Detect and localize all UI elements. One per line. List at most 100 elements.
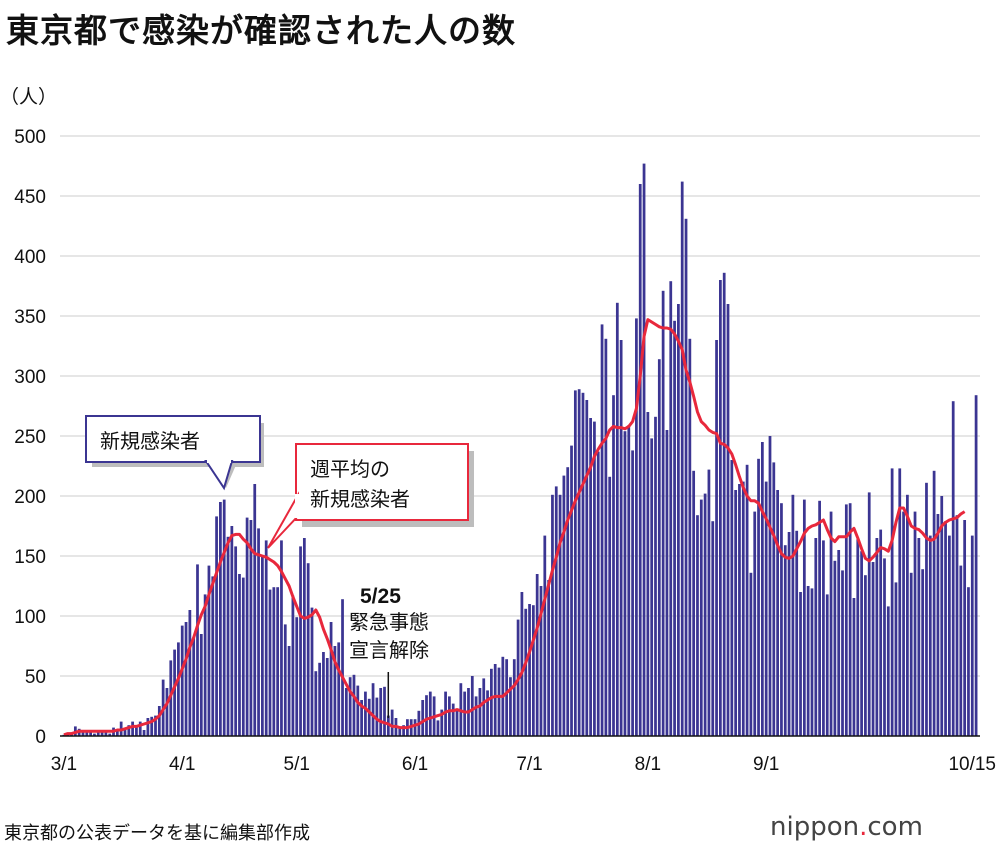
x-tick-labels: 3/1 4/1 5/1 6/1 7/1 8/1 9/1 10/15	[51, 754, 996, 775]
bar	[631, 450, 634, 736]
bar	[699, 499, 703, 736]
bar	[661, 290, 665, 736]
bar	[722, 272, 726, 736]
bar	[955, 515, 959, 736]
bar	[558, 494, 562, 736]
bar	[115, 730, 119, 736]
bar	[360, 700, 363, 736]
bar	[551, 494, 554, 736]
nippon-logo[interactable]: nippon.com	[770, 812, 923, 842]
bar	[524, 608, 528, 736]
bar	[974, 395, 978, 736]
bar	[799, 592, 802, 736]
bar	[100, 732, 104, 736]
x-tick-label: 9/1	[753, 754, 779, 775]
bar	[577, 389, 581, 736]
bar	[241, 577, 245, 736]
bar	[96, 732, 100, 736]
x-tick-label: 5/1	[284, 754, 310, 775]
bar	[470, 676, 474, 736]
bar	[925, 482, 928, 736]
bar	[398, 726, 402, 736]
gridlines	[60, 135, 980, 677]
bar	[364, 691, 367, 736]
bar	[852, 598, 856, 736]
bar	[673, 320, 676, 736]
bar	[135, 726, 138, 736]
bar	[612, 395, 615, 736]
bar	[791, 494, 795, 736]
bar	[154, 715, 157, 736]
bar	[566, 467, 570, 736]
bar	[654, 416, 657, 736]
bar	[512, 659, 516, 736]
bar	[528, 604, 531, 736]
bar	[554, 486, 558, 736]
bar	[390, 709, 394, 736]
bar	[932, 470, 936, 736]
bar	[226, 536, 230, 736]
bar	[539, 586, 543, 736]
bar	[436, 720, 440, 736]
bar	[669, 281, 673, 736]
bar	[959, 565, 963, 736]
bar	[344, 688, 348, 736]
bar	[814, 538, 818, 736]
x-tick-label: 6/1	[402, 754, 428, 775]
bar	[299, 546, 302, 736]
bar	[864, 575, 867, 736]
bar	[810, 588, 814, 736]
bar	[906, 494, 909, 736]
bar	[138, 721, 142, 736]
bar	[188, 610, 192, 736]
bar	[127, 725, 131, 736]
y-tick-label: 500	[14, 127, 46, 148]
bar	[302, 538, 306, 736]
bar	[970, 535, 974, 736]
bar	[726, 304, 730, 736]
bar	[322, 652, 325, 736]
bar	[93, 733, 96, 736]
bar	[509, 677, 512, 736]
bar	[142, 730, 146, 736]
bar	[341, 599, 344, 736]
bar	[642, 163, 646, 737]
callout-average-line2: 新規感染者	[310, 487, 410, 511]
annotation-line2: 宣言解除	[349, 638, 429, 662]
bar	[665, 430, 669, 736]
bar	[276, 587, 280, 736]
bar	[860, 551, 863, 736]
chart-title: 東京都で感染が確認された人の数	[6, 11, 516, 50]
bar	[425, 695, 428, 736]
x-tick-label: 7/1	[516, 754, 542, 775]
bar	[948, 535, 951, 736]
bar	[638, 184, 642, 736]
bar	[283, 624, 287, 736]
bar	[268, 589, 272, 736]
bar	[764, 481, 768, 736]
bar	[280, 540, 283, 736]
bar	[157, 706, 161, 736]
bar	[310, 607, 314, 736]
bar	[325, 658, 329, 736]
bar	[604, 338, 608, 736]
bar	[367, 698, 371, 736]
bar	[593, 421, 596, 736]
bar	[806, 586, 810, 736]
bar	[520, 592, 524, 736]
bar	[570, 445, 573, 736]
bar	[757, 458, 760, 736]
bar	[108, 733, 112, 736]
bar	[413, 719, 417, 736]
y-axis-label: （人）	[0, 86, 57, 108]
bar	[711, 521, 715, 736]
bar	[650, 438, 654, 736]
bar	[657, 359, 661, 736]
bar	[562, 475, 566, 736]
bar	[482, 678, 486, 736]
bar	[928, 535, 932, 736]
bar	[314, 671, 318, 736]
bar	[177, 642, 180, 736]
bar	[837, 550, 841, 736]
